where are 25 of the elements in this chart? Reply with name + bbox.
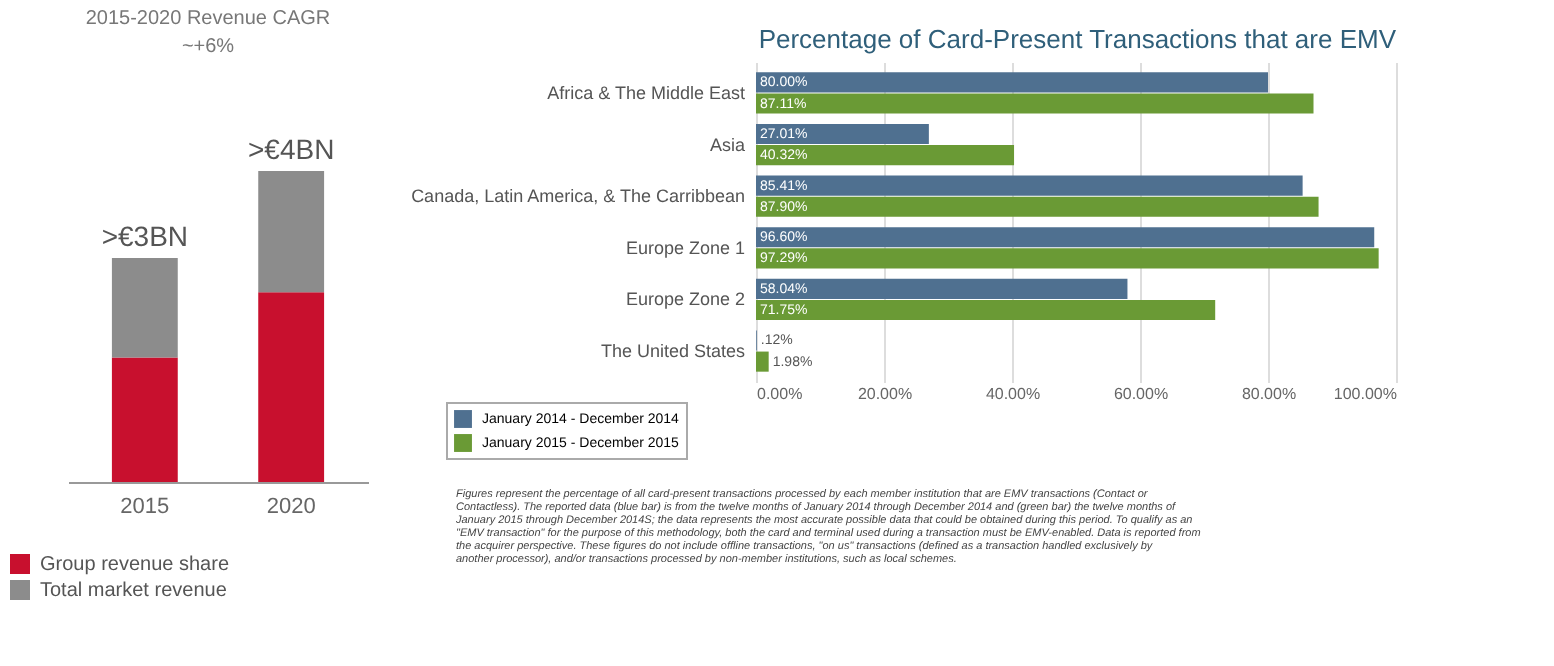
legend-label: Total market revenue	[40, 580, 228, 602]
x-tick-label: 2015	[120, 495, 170, 519]
y-tick-label: Canada, Latin America, & The Carribbean	[411, 186, 745, 207]
legend-label: Group revenue share	[40, 554, 230, 576]
x-tick-label: 40.00%	[985, 385, 1041, 403]
bar	[258, 170, 325, 293]
x-tick-label: 60.00%	[1113, 385, 1169, 403]
y-tick-label: The United States	[600, 341, 746, 362]
text: 2015-2020 Revenue CAGR	[85, 8, 331, 30]
x-tick-label: 2020	[266, 495, 316, 519]
text: ~+6%	[181, 36, 235, 58]
x-tick-label: 20.00%	[857, 385, 913, 403]
y-tick-label: Europe Zone 1	[625, 237, 745, 258]
y-tick-label: Africa & The Middle East	[547, 82, 746, 103]
y-tick-label: Europe Zone 2	[625, 289, 745, 310]
bar	[111, 357, 178, 482]
bar	[111, 258, 178, 358]
x-tick-label: 0.00%	[757, 385, 803, 403]
chart-title: Percentage of Card-Present Transactions that are EMV	[758, 24, 1397, 54]
y-tick-label: Asia	[709, 134, 745, 155]
bar	[258, 292, 325, 482]
x-tick-label: 100.00%	[1333, 385, 1397, 403]
total-label: >€4BN	[247, 132, 335, 165]
x-tick-label: 80.00%	[1241, 385, 1297, 403]
total-label: >€3BN	[101, 220, 189, 252]
